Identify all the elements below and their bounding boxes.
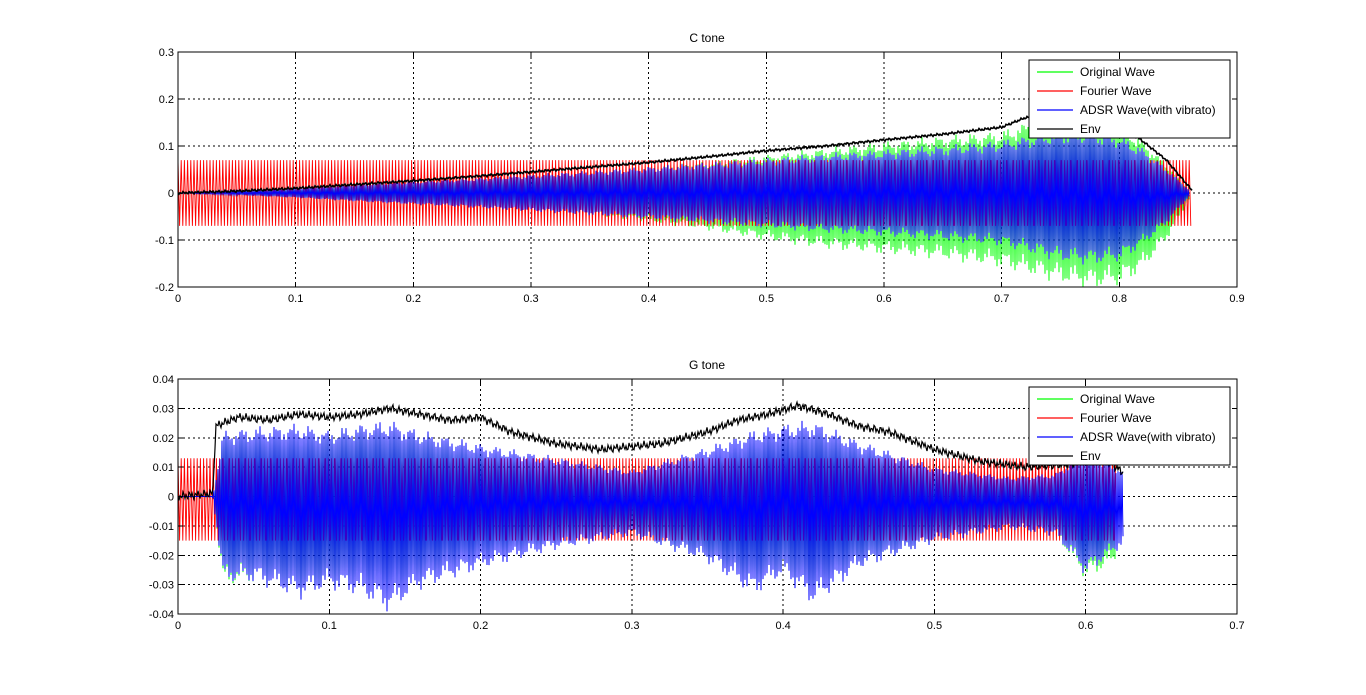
c-tone-x-tick-label: 0.5 bbox=[759, 293, 774, 305]
g-tone-data bbox=[178, 400, 1124, 612]
c-tone-legend-adsr-wave-with-vibrato-label: ADSR Wave(with vibrato) bbox=[1080, 103, 1216, 117]
g-tone-y-tick-label: 0.04 bbox=[153, 374, 174, 386]
c-tone-data bbox=[178, 110, 1193, 287]
c-tone-legend-fourier-wave-label: Fourier Wave bbox=[1080, 84, 1152, 98]
g-tone-x-tick-label: 0.2 bbox=[473, 620, 488, 632]
g-tone-x-tick-label: 0.5 bbox=[927, 620, 942, 632]
g-tone-x-tick-label: 0 bbox=[175, 620, 181, 632]
c-tone-legend-original-wave-label: Original Wave bbox=[1080, 65, 1155, 79]
g-tone-series-adsr-wave-with-vibrato bbox=[178, 420, 1124, 612]
g-tone-axes: G tone 0 0.1 0.2 0.3 0.4 0.5 0.6 0.7 -0.04 -0.03 -… bbox=[149, 358, 1245, 632]
g-tone-y-tick-label: 0.02 bbox=[153, 433, 174, 445]
c-tone-series-env bbox=[178, 110, 1193, 196]
c-tone-title: C tone bbox=[689, 31, 725, 45]
g-tone-legend-env-label: Env bbox=[1080, 449, 1101, 463]
g-tone-legend: Original Wave Fourier Wave ADSR Wave(with … bbox=[1028, 386, 1231, 466]
c-tone-x-tick-label: 0.1 bbox=[288, 293, 303, 305]
g-tone-title: G tone bbox=[689, 358, 725, 372]
c-tone-x-tick-label: 0.4 bbox=[641, 293, 656, 305]
g-tone-legend-fourier-wave-label: Fourier Wave bbox=[1080, 411, 1152, 425]
g-tone-y-tick-label: -0.01 bbox=[149, 521, 174, 533]
g-tone-y-tick-label: 0.03 bbox=[153, 403, 174, 415]
g-tone-y-tick-label: -0.04 bbox=[149, 609, 174, 621]
c-tone-y-tick-label: 0.1 bbox=[159, 141, 174, 153]
c-tone-y-tick-label: -0.1 bbox=[155, 235, 174, 247]
c-tone-legend: Original Wave Fourier Wave ADSR Wave(with … bbox=[1028, 59, 1231, 139]
g-tone-plot: 0 0.1 0.2 0.3 0.4 0.5 0.6 0.7 -0.04 -0.03 -0.02 -0.… bbox=[149, 374, 1245, 632]
g-tone-x-tick-label: 0.1 bbox=[322, 620, 337, 632]
c-tone-series-adsr-wave-with-vibrato bbox=[178, 129, 1190, 265]
c-tone-legend-env-label: Env bbox=[1080, 122, 1101, 136]
g-tone-y-tick-label: 0 bbox=[168, 492, 174, 504]
g-tone-x-tick-label: 0.7 bbox=[1229, 620, 1244, 632]
c-tone-y-tick-label: 0.2 bbox=[159, 94, 174, 106]
g-tone-series-env bbox=[178, 400, 1124, 502]
g-tone-x-tick-label: 0.6 bbox=[1078, 620, 1093, 632]
c-tone-x-tick-label: 0.6 bbox=[876, 293, 891, 305]
g-tone-legend-adsr-wave-with-vibrato-label: ADSR Wave(with vibrato) bbox=[1080, 430, 1216, 444]
g-tone-legend-original-wave-label: Original Wave bbox=[1080, 392, 1155, 406]
c-tone-y-tick-label: -0.2 bbox=[155, 282, 174, 294]
g-tone-legend-box bbox=[1028, 386, 1231, 466]
c-tone-axes-frame bbox=[177, 51, 1238, 288]
g-tone-x-tick-label: 0.4 bbox=[775, 620, 790, 632]
g-tone-y-tick-label: 0.01 bbox=[153, 462, 174, 474]
g-tone-y-tick-label: -0.03 bbox=[149, 580, 174, 592]
g-tone-x-tick-label: 0.3 bbox=[624, 620, 639, 632]
c-tone-x-tick-label: 0.7 bbox=[994, 293, 1009, 305]
c-tone-legend-box bbox=[1028, 59, 1231, 139]
c-tone-x-tick-label: 0.2 bbox=[406, 293, 421, 305]
c-tone-x-tick-label: 0.9 bbox=[1229, 293, 1244, 305]
c-tone-axes: C tone 0 0.1 0.2 0.3 0.4 0.5 0.6 0.7 0.8 0.9 -0.2 -… bbox=[155, 31, 1245, 305]
c-tone-y-tick-label: 0.3 bbox=[159, 47, 174, 59]
g-tone-y-tick-label: -0.02 bbox=[149, 550, 174, 562]
c-tone-y-tick-label: 0 bbox=[168, 188, 174, 200]
c-tone-x-tick-label: 0.8 bbox=[1112, 293, 1127, 305]
c-tone-x-tick-label: 0.3 bbox=[523, 293, 538, 305]
c-tone-x-tick-label: 0 bbox=[175, 293, 181, 305]
